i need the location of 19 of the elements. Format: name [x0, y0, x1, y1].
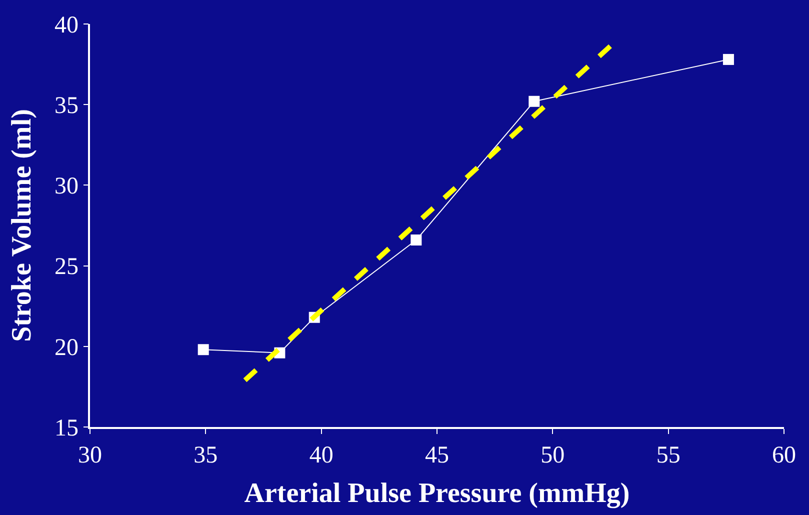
y-tick-label: 25	[54, 254, 78, 280]
x-tick-label: 30	[78, 442, 102, 469]
x-axis-title: Arterial Pulse Pressure (mmHg)	[244, 478, 630, 510]
x-tick-label: 60	[772, 442, 796, 469]
x-tick-label: 40	[309, 442, 334, 469]
point	[528, 96, 540, 107]
y-tick-label: 40	[54, 12, 78, 38]
y-tick-label: 15	[54, 415, 78, 442]
y-tick-label: 30	[54, 174, 78, 200]
point	[198, 344, 209, 356]
y-axis-title: Stroke Volume (ml)	[6, 109, 38, 342]
point	[722, 54, 734, 65]
x-tick-label: 55	[656, 442, 680, 469]
x-tick-label: 45	[425, 442, 449, 469]
x-tick-label: 35	[194, 442, 218, 469]
y-tick-label: 35	[54, 93, 78, 119]
y-tick-label: 20	[54, 334, 78, 361]
x-tick-label: 50	[540, 442, 565, 469]
point	[410, 234, 422, 246]
